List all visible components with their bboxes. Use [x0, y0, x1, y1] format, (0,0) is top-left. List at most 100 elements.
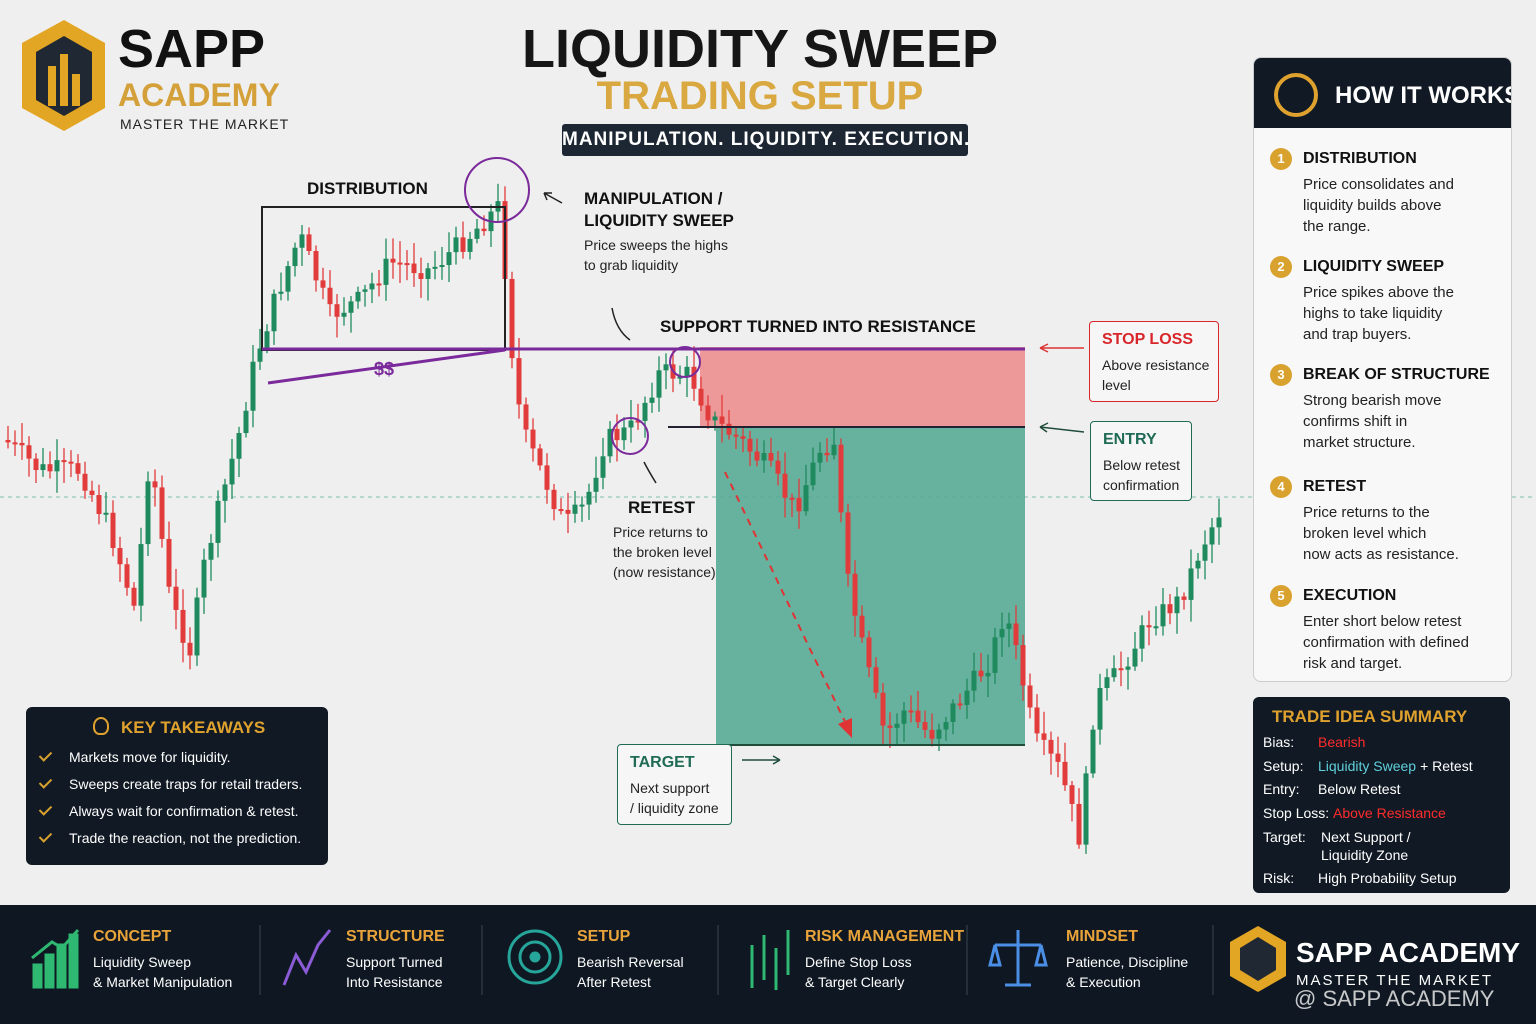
candle-body: [19, 442, 25, 446]
takeaway: Always wait for confirmation & retest.: [69, 803, 299, 819]
label: DISTRIBUTION: [307, 179, 428, 198]
candle-body: [1118, 668, 1124, 671]
candle-body: [635, 420, 641, 423]
step-text: the range.: [1303, 218, 1371, 235]
summary-part: Above Resistance: [1333, 805, 1446, 821]
candle-body: [26, 445, 32, 459]
step-text: and trap buyers.: [1303, 326, 1412, 343]
candle-body: [768, 453, 774, 461]
label-text: Price returns to: [613, 524, 708, 540]
candle-body: [222, 484, 228, 501]
candle-body: [460, 237, 466, 252]
check-icon: [38, 802, 53, 816]
summary-value: Next Support /: [1321, 829, 1411, 845]
takeaways-panel: KEY TAKEAWAYS Markets move for liquidity.…: [26, 707, 328, 865]
panel-title: KEY TAKEAWAYS: [121, 718, 266, 737]
candle-body: [572, 504, 578, 514]
candle-body: [439, 265, 445, 268]
candle-body: [544, 465, 550, 490]
dividers: [259, 925, 1214, 995]
candle-body: [887, 725, 893, 728]
summary-label: Target:: [1263, 829, 1306, 845]
candle-body: [894, 723, 900, 728]
how-panel: HOW IT WORKS 1 DISTRIBUTION Price consolida…: [1253, 57, 1512, 682]
candle-body: [698, 388, 704, 406]
callout-title: ENTRY: [1103, 431, 1157, 448]
step-title: BREAK OF STRUCTURE: [1303, 366, 1490, 383]
label-title: LIQUIDITY SWEEP: [584, 211, 734, 230]
candle-body: [152, 481, 158, 488]
panel-title: TRADE IDEA SUMMARY: [1272, 707, 1468, 726]
callout-title: TARGET: [630, 754, 695, 771]
candle-body: [131, 587, 137, 606]
step-text: highs to take liquidity: [1303, 305, 1443, 322]
candle-body: [663, 364, 669, 371]
candle-body: [901, 710, 907, 724]
pointer-arrows: [543, 192, 1085, 765]
callout-text: Below retest: [1103, 457, 1181, 473]
candle-body: [1083, 773, 1089, 845]
candle-body: [747, 438, 753, 452]
candle-body: [985, 672, 991, 677]
candle-body: [47, 464, 53, 472]
footer-text: & Market Manipulation: [93, 974, 233, 990]
candle-body: [1076, 803, 1082, 845]
summary-label: Risk:: [1263, 870, 1295, 886]
candle-body: [824, 452, 830, 456]
summary-value: Liquidity Zone: [1321, 847, 1409, 863]
candle-body: [397, 262, 403, 265]
candle-body: [390, 258, 396, 263]
subtitle: TRADING SETUP: [596, 74, 924, 118]
candle-body: [831, 444, 837, 456]
candle-body: [754, 451, 760, 461]
candle-body: [1209, 527, 1215, 545]
candle-body: [481, 228, 487, 232]
footer-tagline: MASTER THE MARKET: [1296, 972, 1494, 989]
summary-value: Liquidity Sweep + Retest: [1318, 758, 1477, 774]
step-text: Strong bearish move: [1303, 392, 1442, 409]
candle-body: [1013, 623, 1019, 646]
summary-label: Stop Loss:: [1263, 805, 1330, 821]
candle-body: [257, 348, 263, 362]
candle-body: [425, 268, 431, 279]
candle-body: [740, 436, 746, 439]
candle-body: [845, 512, 851, 574]
step-title: LIQUIDITY SWEEP: [1303, 258, 1445, 275]
candle-body: [12, 442, 18, 445]
candle-body: [243, 410, 249, 434]
candle-body: [264, 331, 270, 349]
step-number: 4: [1270, 476, 1292, 498]
check-icon: [38, 775, 53, 789]
candle-body: [271, 293, 277, 332]
candle-body: [362, 289, 368, 292]
footer-handle: @ SAPP ACADEMY: [1294, 986, 1495, 1011]
candle-body: [691, 366, 697, 389]
candle-body: [229, 458, 235, 485]
summary-panel: TRADE IDEA SUMMARY Bias: Bearish Setup: Liqu…: [1253, 697, 1510, 893]
label-title: MANIPULATION /: [584, 189, 723, 208]
candle-body: [1069, 785, 1075, 804]
step-title: DISTRIBUTION: [1303, 150, 1417, 167]
candle-body: [628, 420, 634, 428]
candle-body: [1027, 685, 1033, 708]
candle-body: [810, 462, 816, 486]
candle-body: [75, 463, 81, 474]
candle-body: [621, 427, 627, 441]
label-text: Price sweeps the highs: [584, 237, 728, 253]
candle-body: [54, 460, 60, 472]
candle-body: [313, 251, 319, 281]
candle-body: [1048, 739, 1054, 754]
candle-body: [922, 722, 928, 730]
candle-body: [103, 512, 109, 515]
liquidity-line: [267, 348, 506, 385]
candle-body: [852, 573, 858, 616]
candle-body: [817, 452, 823, 463]
candle-body: [320, 280, 326, 288]
candle-body: [418, 273, 424, 279]
footer-title: RISK MANAGEMENT: [805, 928, 965, 945]
step-text: confirms shift in: [1303, 413, 1408, 430]
summary-value: High Probability Setup: [1318, 870, 1461, 886]
candle-body: [957, 703, 963, 706]
candle-body: [187, 642, 193, 656]
candle-body: [516, 358, 522, 405]
